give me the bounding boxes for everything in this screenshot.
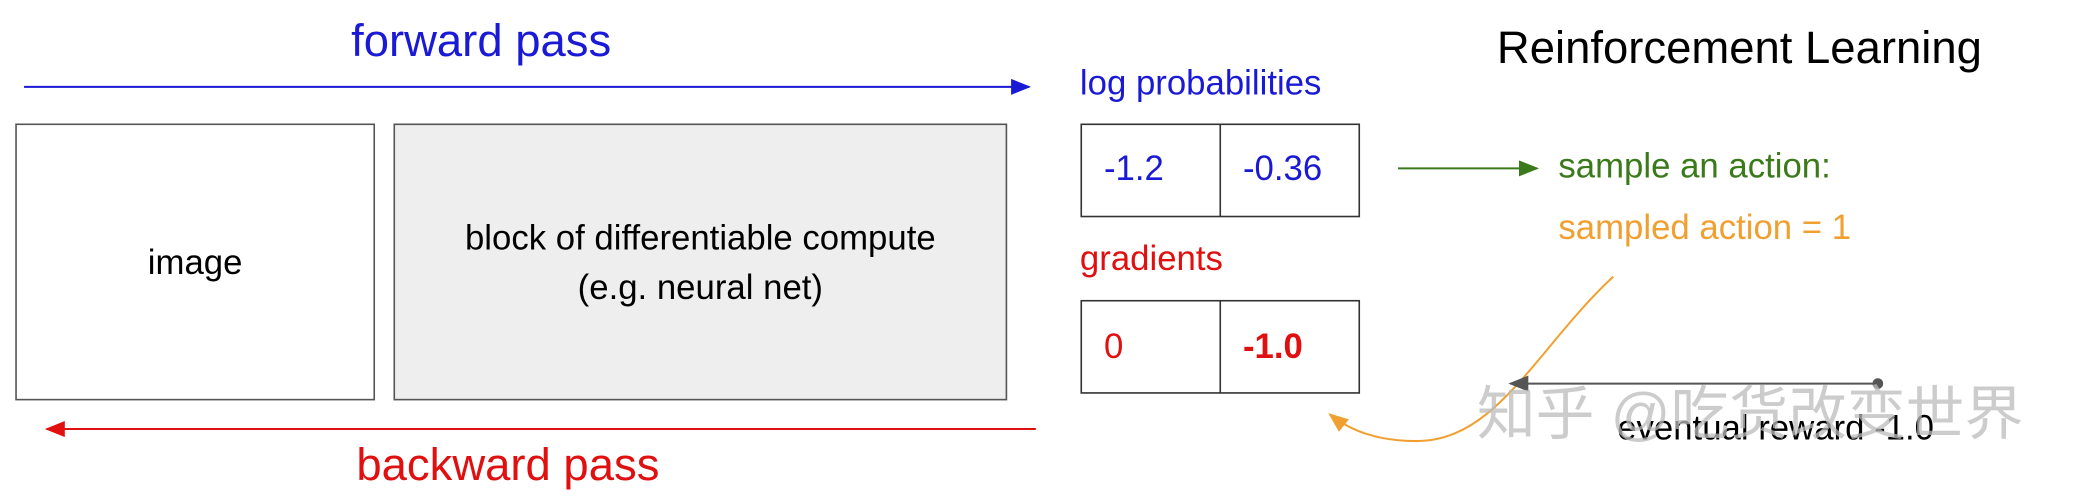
sampled-action-label: sampled action = 1: [1558, 209, 1851, 247]
backward-pass-label: backward pass: [356, 439, 659, 490]
reward-label: eventual reward -1.0: [1617, 410, 1934, 448]
sample-label: sample an action:: [1558, 148, 1830, 186]
image-label: image: [148, 244, 243, 282]
image-box: [15, 123, 376, 401]
reward-dot: [1872, 378, 1884, 389]
gradient-value: -1.0: [1243, 328, 1303, 366]
gradient-value: 0: [1104, 328, 1123, 366]
title: Reinforcement Learning: [1497, 22, 1982, 73]
watermark: 知乎 @吃货改变世界: [1477, 382, 2023, 447]
feedback-arrow: [1328, 275, 1614, 443]
compute-label: block of differentiable compute: [465, 220, 936, 258]
gradients-label: gradients: [1080, 240, 1223, 278]
compute-box: [393, 123, 1008, 401]
compute-label: (e.g. neural net): [578, 269, 823, 307]
log-prob-value: -0.36: [1243, 150, 1322, 188]
log-prob-value: -1.2: [1104, 150, 1164, 188]
forward-pass-label: forward pass: [351, 15, 611, 66]
log-probabilities-label: log probabilities: [1080, 65, 1321, 103]
